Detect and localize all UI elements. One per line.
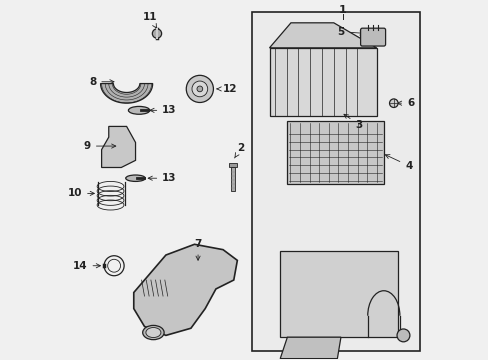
- Text: 3: 3: [343, 114, 362, 130]
- Text: 1: 1: [338, 5, 346, 15]
- Circle shape: [152, 29, 162, 38]
- Circle shape: [389, 99, 397, 108]
- Ellipse shape: [145, 328, 161, 338]
- Circle shape: [192, 81, 207, 97]
- Circle shape: [186, 75, 213, 103]
- Polygon shape: [102, 126, 135, 167]
- Ellipse shape: [128, 107, 149, 114]
- Text: 13: 13: [150, 105, 176, 115]
- Bar: [287, 121, 383, 184]
- FancyBboxPatch shape: [360, 28, 385, 46]
- Circle shape: [396, 329, 409, 342]
- Text: 2: 2: [234, 143, 244, 158]
- Polygon shape: [269, 23, 376, 48]
- Text: 9: 9: [83, 141, 116, 151]
- Bar: [251, 12, 419, 351]
- Text: 6: 6: [397, 98, 413, 108]
- Text: 11: 11: [142, 12, 157, 28]
- Text: 13: 13: [148, 173, 176, 183]
- Ellipse shape: [125, 175, 145, 181]
- Polygon shape: [134, 244, 237, 336]
- Bar: [280, 251, 397, 337]
- Text: 8: 8: [89, 77, 114, 87]
- Bar: [229, 163, 236, 167]
- Polygon shape: [280, 337, 340, 359]
- Bar: [269, 48, 376, 116]
- Text: 7: 7: [194, 239, 202, 260]
- Text: 4: 4: [385, 155, 412, 171]
- Ellipse shape: [142, 325, 164, 340]
- Text: 14: 14: [73, 261, 100, 271]
- Circle shape: [197, 86, 203, 92]
- Text: 10: 10: [67, 188, 94, 198]
- Text: 12: 12: [217, 84, 237, 94]
- Text: 5: 5: [337, 27, 363, 37]
- Bar: [230, 167, 235, 191]
- Polygon shape: [101, 84, 152, 103]
